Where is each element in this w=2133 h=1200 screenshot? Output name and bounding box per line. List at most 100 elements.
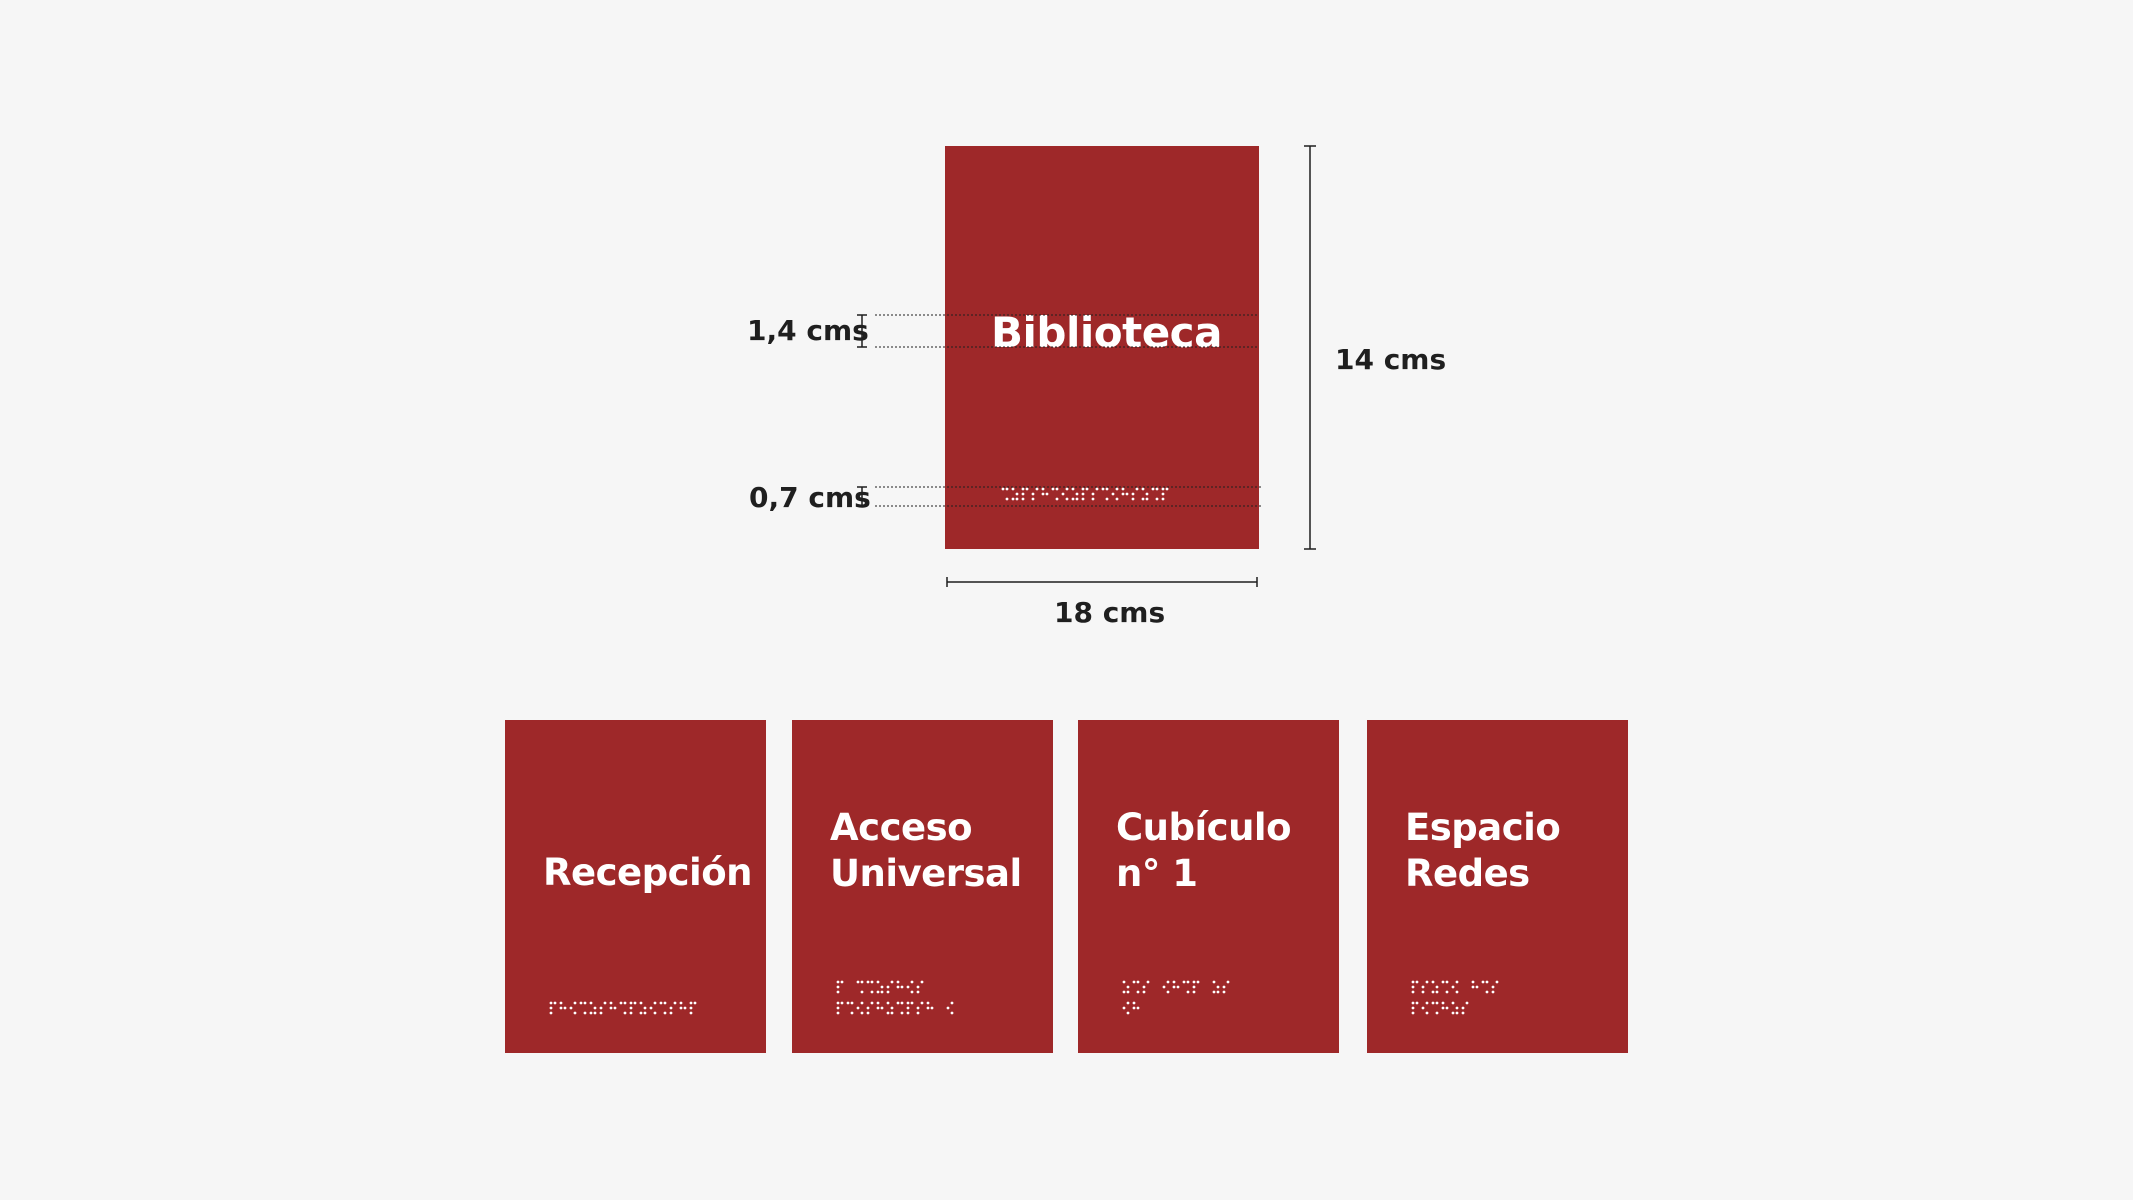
braille-dot <box>663 1001 667 1005</box>
braille-dot <box>1435 990 1439 994</box>
braille-dot <box>1411 990 1415 994</box>
braille-dot <box>573 1011 577 1015</box>
braille-dot <box>1105 497 1109 501</box>
braille-dot <box>1431 980 1435 984</box>
braille-dot <box>890 980 894 984</box>
example-sign-recepcion: Recepción <box>505 720 766 1053</box>
braille-dot <box>1461 1006 1465 1010</box>
example-sign-cubiculo: Cubículo n° 1 <box>1078 720 1339 1053</box>
braille-dot <box>836 1011 840 1015</box>
braille-dot <box>1021 492 1025 496</box>
braille-dot <box>860 1011 864 1015</box>
example-sign-braille-line-2 <box>1122 1001 1140 1015</box>
braille-dot <box>1431 990 1435 994</box>
example-sign-espacio-redes: Espacio Redes <box>1367 720 1628 1053</box>
braille-dot <box>880 990 884 994</box>
braille-dot <box>1451 1011 1455 1015</box>
braille-dot <box>1126 1011 1130 1015</box>
braille-dot <box>1142 985 1146 989</box>
braille-dot <box>1172 980 1176 984</box>
braille-dot <box>1485 990 1489 994</box>
braille-dot <box>1411 1011 1415 1015</box>
braille-dot <box>1031 492 1035 496</box>
main-sign-title: Biblioteca <box>991 308 1222 357</box>
braille-dot <box>549 1006 553 1010</box>
braille-dot <box>1441 1006 1445 1010</box>
braille-dot <box>1186 990 1190 994</box>
braille-dot <box>1122 1006 1126 1010</box>
braille-dot <box>1166 980 1170 984</box>
braille-dot <box>693 1001 697 1005</box>
main-sign-biblioteca: Biblioteca <box>945 146 1259 549</box>
example-sign-line-1: Recepción <box>543 851 752 894</box>
braille-dot <box>1055 497 1059 501</box>
braille-dot <box>1011 487 1015 491</box>
braille-dot <box>1415 1001 1419 1005</box>
braille-dot <box>1196 980 1200 984</box>
braille-dot <box>840 980 844 984</box>
braille-dot <box>1132 1006 1136 1010</box>
braille-dot <box>1495 980 1499 984</box>
braille-dot <box>623 1001 627 1005</box>
braille-dot <box>549 1011 553 1015</box>
braille-dot <box>1216 985 1220 989</box>
braille-dot <box>1176 985 1180 989</box>
braille-dot <box>1065 487 1069 491</box>
braille-dot <box>1415 980 1419 984</box>
braille-dot <box>1226 980 1230 984</box>
braille-dot <box>1461 1011 1465 1015</box>
braille-dot <box>583 1011 587 1015</box>
braille-dot <box>1192 985 1196 989</box>
braille-dot <box>559 1006 563 1010</box>
braille-dot <box>629 1006 633 1010</box>
example-sign-line-2: Redes <box>1405 852 1530 895</box>
braille-dot <box>950 1001 954 1005</box>
braille-dot <box>1136 980 1140 984</box>
braille-dot <box>1011 497 1015 501</box>
braille-dot <box>886 990 890 994</box>
braille-dot <box>906 1006 910 1010</box>
braille-dot <box>1192 990 1196 994</box>
braille-dot <box>589 1011 593 1015</box>
braille-dot <box>1471 980 1475 984</box>
braille-dot <box>1142 990 1146 994</box>
braille-dot <box>1411 985 1415 989</box>
braille-dot <box>1455 1011 1459 1015</box>
braille-dot <box>1435 1001 1439 1005</box>
braille-dot <box>613 1006 617 1010</box>
braille-dot <box>926 1001 930 1005</box>
braille-dot <box>653 1001 657 1005</box>
braille-dot <box>1122 980 1126 984</box>
braille-dot <box>1126 985 1130 989</box>
braille-dot <box>689 1006 693 1010</box>
width-label: 18 cms <box>1054 596 1166 629</box>
braille-dot <box>1132 980 1136 984</box>
braille-dot <box>1121 492 1125 496</box>
braille-dot <box>1186 980 1190 984</box>
braille-dot <box>850 1001 854 1005</box>
example-sign-title: Espacio Redes <box>1405 805 1561 897</box>
braille-dot <box>946 1006 950 1010</box>
example-sign-braille-line-2 <box>1411 1001 1469 1015</box>
braille-dot <box>1105 487 1109 491</box>
braille-dot <box>850 1011 854 1015</box>
braille-dot <box>1111 492 1115 496</box>
braille-dot <box>629 1011 633 1015</box>
braille-dot <box>866 980 870 984</box>
braille-dot <box>1136 1006 1140 1010</box>
braille-dot <box>920 1001 924 1005</box>
braille-dot <box>1431 1001 1435 1005</box>
braille-dot <box>1035 487 1039 491</box>
braille-dot <box>1455 980 1459 984</box>
braille-dot <box>1041 487 1045 491</box>
height-label: 14 cms <box>1335 343 1447 376</box>
braille-dot <box>1132 1001 1136 1005</box>
braille-dot <box>593 1011 597 1015</box>
braille-dot <box>1095 487 1099 491</box>
braille-dot <box>573 1001 577 1005</box>
braille-dot <box>633 1001 637 1005</box>
braille-dot <box>876 1006 880 1010</box>
braille-dot <box>593 1006 597 1010</box>
braille-dot <box>1145 492 1149 496</box>
